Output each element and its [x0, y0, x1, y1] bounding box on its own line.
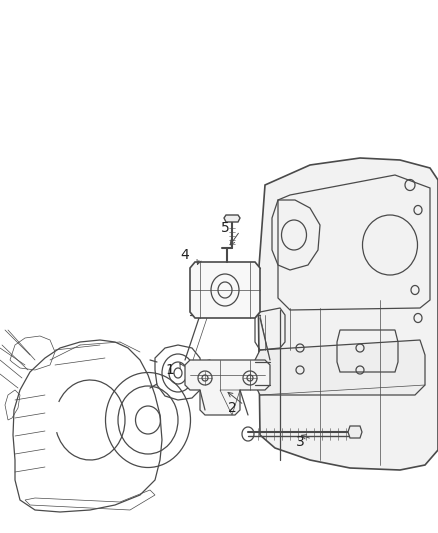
Text: 1: 1 — [166, 363, 174, 377]
Text: 3: 3 — [296, 435, 304, 449]
Polygon shape — [185, 360, 270, 415]
Polygon shape — [255, 340, 425, 395]
Polygon shape — [348, 426, 362, 438]
Polygon shape — [190, 262, 260, 318]
Polygon shape — [224, 215, 240, 222]
Text: 5: 5 — [221, 221, 230, 235]
Text: 4: 4 — [180, 248, 189, 262]
Polygon shape — [258, 158, 438, 470]
Text: 2: 2 — [228, 401, 237, 415]
